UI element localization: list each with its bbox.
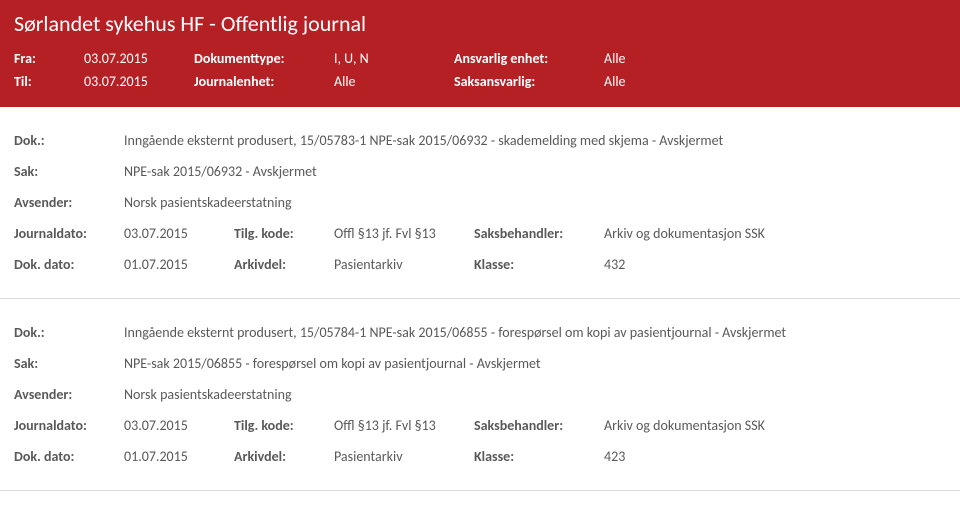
dokdato-label: Dok. dato: — [14, 256, 124, 273]
arkivdel-label: Arkivdel: — [234, 256, 334, 273]
dok-label: Dok.: — [14, 132, 124, 149]
journaldato-value: 03.07.2015 — [124, 225, 234, 242]
avsender-value: Norsk pasientskadeerstatning — [124, 194, 292, 211]
dok-value: Inngående eksternt produsert, 15/05784-1… — [124, 324, 786, 341]
til-value: 03.07.2015 — [84, 73, 194, 90]
record: Dok.: Inngående eksternt produsert, 15/0… — [0, 299, 960, 491]
journalenhet-label: Journalenhet: — [194, 73, 334, 90]
dokdato-label: Dok. dato: — [14, 448, 124, 465]
tilgkode-value: Offl §13 jf. Fvl §13 — [334, 225, 474, 242]
klasse-value: 432 — [604, 256, 664, 273]
arkivdel-value: Pasientarkiv — [334, 256, 474, 273]
journaldato-value: 03.07.2015 — [124, 417, 234, 434]
dokdato-value: 01.07.2015 — [124, 256, 234, 273]
fra-label: Fra: — [14, 50, 84, 67]
saksbehandler-value: Arkiv og dokumentasjon SSK — [604, 225, 834, 242]
journaldato-label: Journaldato: — [14, 417, 124, 434]
til-label: Til: — [14, 73, 84, 90]
sak-value: NPE-sak 2015/06855 - forespørsel om kopi… — [124, 355, 541, 372]
sak-label: Sak: — [14, 163, 124, 180]
klasse-label: Klasse: — [474, 256, 604, 273]
dokdato-value: 01.07.2015 — [124, 448, 234, 465]
header-row-2: Til: 03.07.2015 Journalenhet: Alle Saksa… — [14, 70, 946, 93]
dok-label: Dok.: — [14, 324, 124, 341]
ansvarlig-value: Alle — [604, 50, 684, 67]
arkivdel-value: Pasientarkiv — [334, 448, 474, 465]
dokumenttype-label: Dokumenttype: — [194, 50, 334, 67]
dokumenttype-value: I, U, N — [334, 50, 454, 67]
saksbehandler-value: Arkiv og dokumentasjon SSK — [604, 417, 834, 434]
journalenhet-value: Alle — [334, 73, 454, 90]
avsender-label: Avsender: — [14, 194, 124, 211]
avsender-value: Norsk pasientskadeerstatning — [124, 386, 292, 403]
saksansvarlig-label: Saksansvarlig: — [454, 73, 604, 90]
dok-value: Inngående eksternt produsert, 15/05783-1… — [124, 132, 723, 149]
klasse-label: Klasse: — [474, 448, 604, 465]
saksbehandler-label: Saksbehandler: — [474, 417, 604, 434]
header-row-1: Fra: 03.07.2015 Dokumenttype: I, U, N An… — [14, 47, 946, 70]
sak-value: NPE-sak 2015/06932 - Avskjermet — [124, 163, 317, 180]
saksansvarlig-value: Alle — [604, 73, 684, 90]
tilgkode-label: Tilg. kode: — [234, 225, 334, 242]
tilgkode-label: Tilg. kode: — [234, 417, 334, 434]
record: Dok.: Inngående eksternt produsert, 15/0… — [0, 107, 960, 299]
tilgkode-value: Offl §13 jf. Fvl §13 — [334, 417, 474, 434]
journal-header: Sørlandet sykehus HF - Offentlig journal… — [0, 0, 960, 107]
arkivdel-label: Arkivdel: — [234, 448, 334, 465]
ansvarlig-label: Ansvarlig enhet: — [454, 50, 604, 67]
page-title: Sørlandet sykehus HF - Offentlig journal — [14, 10, 946, 37]
saksbehandler-label: Saksbehandler: — [474, 225, 604, 242]
journaldato-label: Journaldato: — [14, 225, 124, 242]
sak-label: Sak: — [14, 355, 124, 372]
avsender-label: Avsender: — [14, 386, 124, 403]
klasse-value: 423 — [604, 448, 664, 465]
fra-value: 03.07.2015 — [84, 50, 194, 67]
